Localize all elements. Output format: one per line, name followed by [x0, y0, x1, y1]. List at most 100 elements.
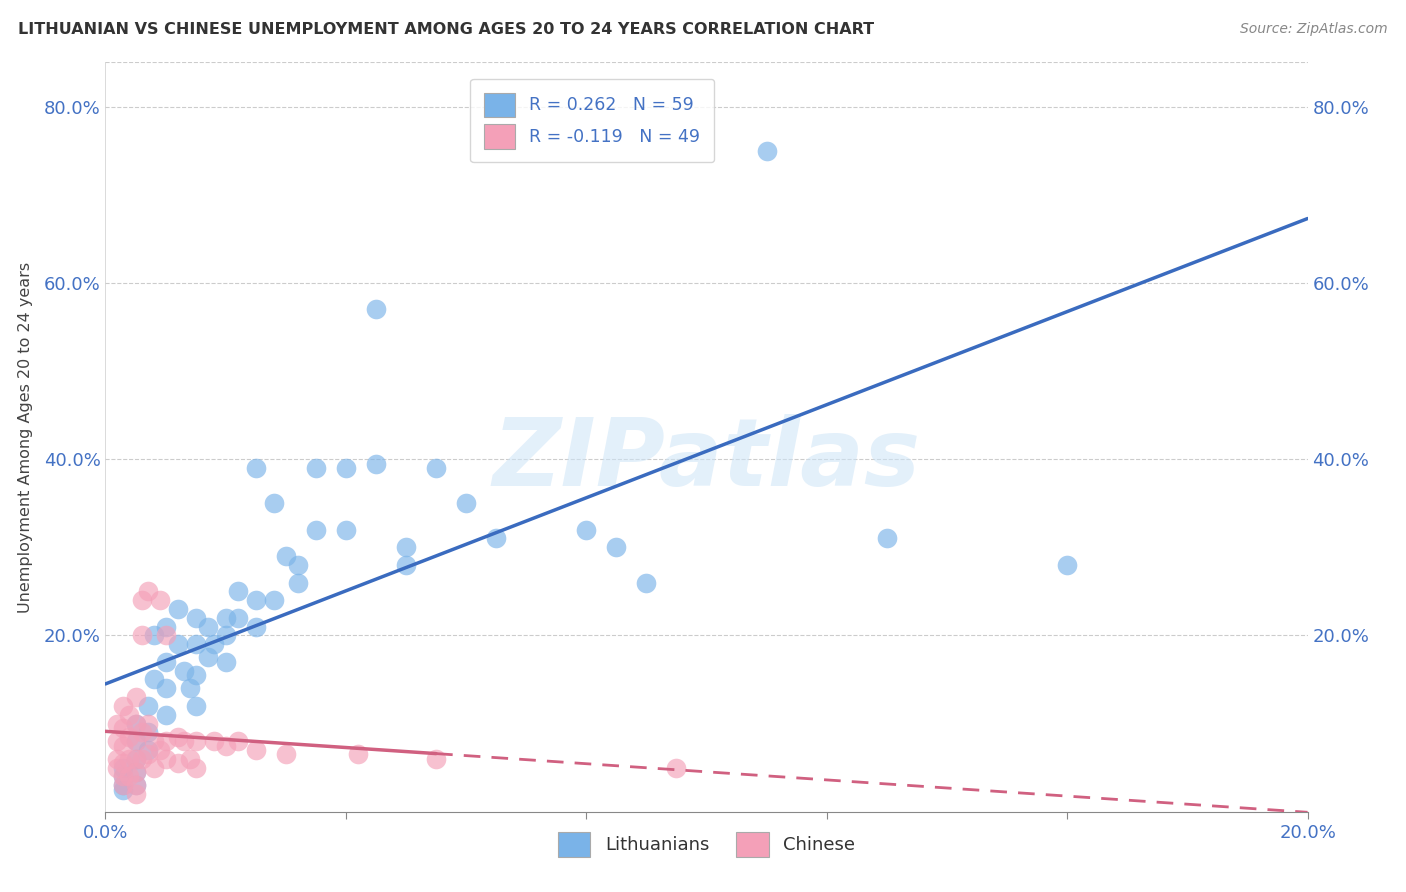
Point — [226, 611, 249, 625]
Point — [112, 769, 135, 783]
Point — [274, 549, 297, 563]
Point — [142, 673, 165, 687]
Point — [112, 739, 135, 753]
Point — [184, 761, 207, 775]
Point — [131, 752, 153, 766]
Point — [142, 761, 165, 775]
Point — [112, 698, 135, 713]
Y-axis label: Unemployment Among Ages 20 to 24 years: Unemployment Among Ages 20 to 24 years — [18, 261, 32, 613]
Point — [107, 752, 129, 766]
Point — [155, 752, 177, 766]
Point — [124, 778, 146, 792]
Point — [166, 602, 188, 616]
Point — [136, 725, 159, 739]
Point — [305, 461, 328, 475]
Point — [124, 765, 146, 780]
Point — [118, 752, 141, 766]
Text: Source: ZipAtlas.com: Source: ZipAtlas.com — [1240, 22, 1388, 37]
Point — [425, 752, 447, 766]
Point — [118, 730, 141, 744]
Point — [364, 457, 387, 471]
Point — [112, 721, 135, 735]
Point — [124, 716, 146, 731]
Legend: Lithuanians, Chinese: Lithuanians, Chinese — [548, 822, 865, 866]
Point — [155, 628, 177, 642]
Point — [184, 698, 207, 713]
Point — [112, 782, 135, 797]
Point — [287, 558, 309, 572]
Point — [155, 707, 177, 722]
Point — [245, 619, 267, 633]
Point — [124, 765, 146, 780]
Point — [131, 725, 153, 739]
Point — [124, 787, 146, 801]
Point — [214, 655, 236, 669]
Point — [214, 628, 236, 642]
Point — [184, 734, 207, 748]
Point — [173, 734, 195, 748]
Point — [112, 778, 135, 792]
Point — [274, 747, 297, 762]
Point — [425, 461, 447, 475]
Point — [112, 778, 135, 792]
Point — [226, 584, 249, 599]
Point — [335, 461, 357, 475]
Point — [148, 743, 170, 757]
Point — [136, 743, 159, 757]
Text: ZIPatlas: ZIPatlas — [492, 414, 921, 506]
Point — [395, 558, 418, 572]
Point — [155, 619, 177, 633]
Point — [155, 734, 177, 748]
Point — [166, 730, 188, 744]
Point — [112, 769, 135, 783]
Point — [124, 752, 146, 766]
Point — [179, 752, 201, 766]
Point — [202, 734, 225, 748]
Point — [347, 747, 370, 762]
Point — [131, 593, 153, 607]
Point — [124, 716, 146, 731]
Point — [107, 761, 129, 775]
Point — [197, 650, 219, 665]
Point — [214, 739, 236, 753]
Point — [287, 575, 309, 590]
Point — [197, 619, 219, 633]
Point — [112, 761, 135, 775]
Point — [263, 496, 285, 510]
Point — [245, 593, 267, 607]
Point — [179, 681, 201, 696]
Point — [485, 532, 508, 546]
Point — [202, 637, 225, 651]
Point — [184, 668, 207, 682]
Point — [184, 637, 207, 651]
Point — [1056, 558, 1078, 572]
Point — [107, 716, 129, 731]
Point — [876, 532, 898, 546]
Point — [665, 761, 688, 775]
Point — [118, 707, 141, 722]
Point — [124, 690, 146, 705]
Point — [136, 747, 159, 762]
Point — [142, 734, 165, 748]
Point — [184, 611, 207, 625]
Point — [124, 734, 146, 748]
Point — [245, 461, 267, 475]
Point — [636, 575, 658, 590]
Point — [131, 628, 153, 642]
Point — [124, 752, 146, 766]
Point — [112, 756, 135, 771]
Point — [456, 496, 478, 510]
Point — [214, 611, 236, 625]
Point — [155, 681, 177, 696]
Point — [166, 756, 188, 771]
Point — [124, 734, 146, 748]
Point — [136, 698, 159, 713]
Point — [335, 523, 357, 537]
Text: LITHUANIAN VS CHINESE UNEMPLOYMENT AMONG AGES 20 TO 24 YEARS CORRELATION CHART: LITHUANIAN VS CHINESE UNEMPLOYMENT AMONG… — [18, 22, 875, 37]
Point — [107, 734, 129, 748]
Point — [124, 778, 146, 792]
Point — [605, 541, 627, 555]
Point — [245, 743, 267, 757]
Point — [226, 734, 249, 748]
Point — [155, 655, 177, 669]
